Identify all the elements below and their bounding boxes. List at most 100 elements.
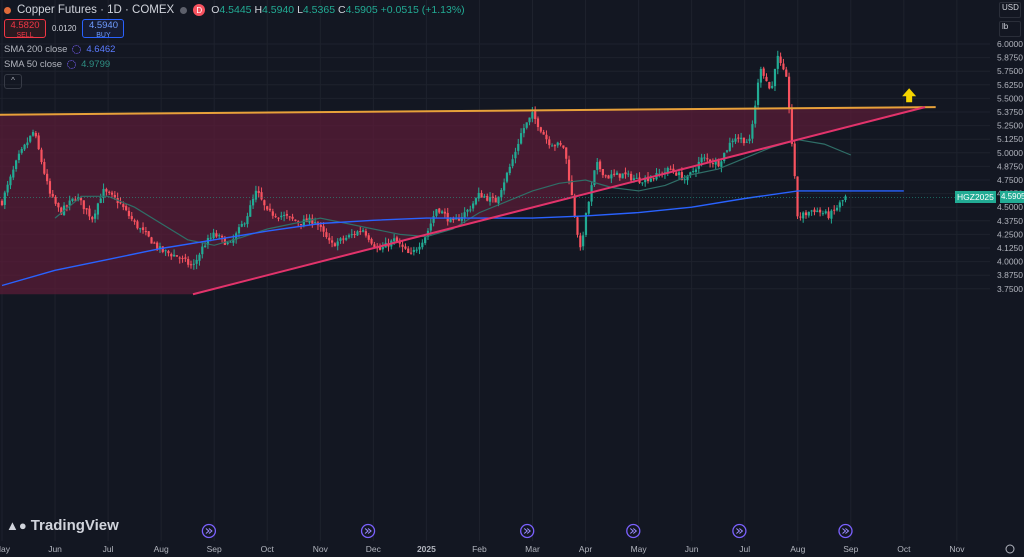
candle-body bbox=[556, 142, 559, 146]
lower-trend-line[interactable] bbox=[192, 106, 926, 296]
candle-body bbox=[494, 197, 497, 203]
price-axis[interactable]: 6.0000 5.8750 5.7500 5.6250 5.5000 5.3750 5.25… bbox=[991, 0, 1024, 557]
candle-body bbox=[694, 169, 698, 172]
candle-body bbox=[787, 76, 791, 109]
time-tick-label: Jul bbox=[103, 544, 114, 554]
buy-button[interactable]: 4.5940 BUY bbox=[82, 19, 125, 39]
candle-body bbox=[201, 246, 204, 255]
candle-body bbox=[91, 216, 94, 220]
candle-body bbox=[469, 209, 472, 211]
candle-body bbox=[666, 167, 669, 174]
candle-body bbox=[773, 68, 777, 87]
candle-body bbox=[725, 150, 729, 152]
candle-body bbox=[277, 217, 280, 219]
candle-body bbox=[785, 69, 788, 77]
candle-body bbox=[40, 149, 43, 163]
unit-selector[interactable]: lb bbox=[999, 21, 1021, 37]
currency-selector[interactable]: USD bbox=[999, 2, 1021, 18]
candle-body bbox=[683, 179, 686, 181]
chart-title[interactable]: Copper Futures · 1D · COMEX bbox=[17, 4, 175, 16]
candle-body bbox=[291, 216, 294, 219]
candle-body bbox=[119, 202, 122, 204]
candle-body bbox=[57, 202, 60, 208]
sell-button[interactable]: 4.5820 SELL bbox=[4, 19, 46, 39]
candle-body bbox=[717, 160, 720, 167]
candle-body bbox=[412, 249, 415, 253]
candle-body bbox=[122, 204, 125, 208]
candle-body bbox=[652, 178, 655, 180]
indicator-sma50[interactable]: SMA 50 close 4.9799 bbox=[4, 59, 111, 70]
tradingview-logo[interactable]: ▲● TradingView bbox=[6, 517, 119, 534]
candle-body bbox=[737, 137, 740, 139]
candle-body bbox=[150, 237, 153, 244]
candle-body bbox=[536, 118, 540, 128]
candle-body bbox=[579, 235, 582, 248]
candle-body bbox=[161, 246, 164, 252]
candle-body bbox=[503, 182, 506, 191]
candle-body bbox=[669, 168, 672, 170]
price-tick-label: 5.5000 bbox=[997, 93, 1023, 103]
candle-body bbox=[206, 238, 210, 245]
candle-body bbox=[680, 172, 683, 180]
candle-body bbox=[573, 195, 576, 217]
upper-trend-line[interactable] bbox=[0, 106, 936, 116]
candle-body bbox=[463, 212, 466, 218]
spread-value: 0.0120 bbox=[52, 24, 77, 33]
price-tick-label: 4.8750 bbox=[997, 161, 1023, 171]
time-tick-label: Jun bbox=[48, 544, 62, 554]
candle-body bbox=[249, 205, 252, 217]
candle-body bbox=[172, 254, 176, 257]
candle-body bbox=[706, 158, 709, 160]
candle-body bbox=[745, 141, 748, 143]
event-markers[interactable] bbox=[201, 523, 853, 539]
candle-body bbox=[305, 218, 308, 223]
candle-body bbox=[6, 184, 9, 193]
candle-body bbox=[618, 173, 621, 178]
delayed-badge-icon[interactable]: D bbox=[193, 4, 206, 16]
trend-lines[interactable] bbox=[0, 88, 990, 296]
candle-body bbox=[649, 178, 652, 182]
candle-body bbox=[559, 143, 562, 145]
candle-body bbox=[517, 143, 520, 151]
wedge-fill[interactable] bbox=[0, 107, 936, 295]
candle-body bbox=[3, 192, 6, 205]
candle-body bbox=[415, 249, 418, 251]
time-tick-label: May bbox=[0, 544, 11, 554]
candle-body bbox=[483, 196, 486, 198]
candle-body bbox=[596, 162, 599, 170]
candle-body bbox=[452, 218, 455, 220]
candle-body bbox=[268, 208, 272, 211]
candle-body bbox=[593, 170, 596, 186]
breakout-arrow-icon[interactable] bbox=[902, 88, 917, 103]
candle-body bbox=[167, 251, 170, 254]
sma50-line bbox=[54, 139, 852, 246]
candle-body bbox=[158, 246, 162, 249]
price-tick-label: 3.8750 bbox=[997, 270, 1023, 280]
candle-body bbox=[779, 56, 782, 64]
indicator-sma200[interactable]: SMA 200 close 4.6462 bbox=[4, 44, 116, 55]
candle-body bbox=[60, 207, 63, 215]
candle-body bbox=[542, 132, 545, 135]
time-axis[interactable]: May Jun Jul Aug Sep Oct Nov Dec 2025 Feb Mar Apr May… bbox=[0, 541, 1024, 557]
candle-body bbox=[133, 220, 136, 222]
settings-gear-icon[interactable] bbox=[1005, 544, 1015, 554]
collapse-legend-button[interactable]: ^ bbox=[4, 74, 22, 89]
candle-body bbox=[79, 197, 83, 201]
candle-body bbox=[435, 209, 438, 216]
candle-body bbox=[229, 241, 232, 243]
candle-body bbox=[827, 211, 830, 219]
market-status-icon[interactable] bbox=[180, 6, 188, 14]
time-tick-label: 2025 bbox=[417, 544, 436, 554]
candle-body bbox=[328, 237, 331, 241]
time-axis-bg bbox=[0, 541, 1024, 557]
candle-body bbox=[833, 209, 836, 211]
candle-body bbox=[93, 213, 97, 219]
candle-body bbox=[429, 223, 432, 231]
candle-body bbox=[364, 231, 368, 236]
candle-body bbox=[472, 203, 475, 209]
candle-body bbox=[446, 212, 449, 222]
fast-forward-icon bbox=[629, 528, 638, 534]
wedge-pattern[interactable] bbox=[0, 107, 936, 295]
candle-body bbox=[844, 196, 847, 200]
